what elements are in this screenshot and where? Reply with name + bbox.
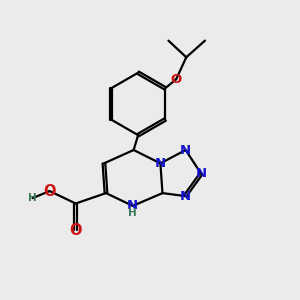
Text: O: O xyxy=(43,184,56,199)
Text: O: O xyxy=(69,223,82,238)
Text: H: H xyxy=(128,208,137,218)
Text: N: N xyxy=(180,143,191,157)
Text: H: H xyxy=(28,193,37,203)
Text: N: N xyxy=(179,190,191,202)
Text: N: N xyxy=(155,157,166,170)
Text: N: N xyxy=(127,200,138,212)
Text: N: N xyxy=(196,167,207,180)
Text: O: O xyxy=(170,73,182,86)
